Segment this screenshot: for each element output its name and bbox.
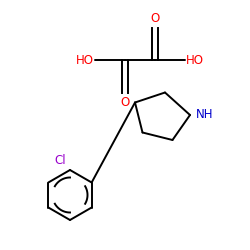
Text: HO: HO bbox=[186, 54, 204, 66]
Text: NH: NH bbox=[196, 108, 214, 122]
Text: O: O bbox=[150, 12, 160, 24]
Text: HO: HO bbox=[76, 54, 94, 66]
Text: O: O bbox=[120, 96, 130, 108]
Text: Cl: Cl bbox=[54, 154, 66, 168]
